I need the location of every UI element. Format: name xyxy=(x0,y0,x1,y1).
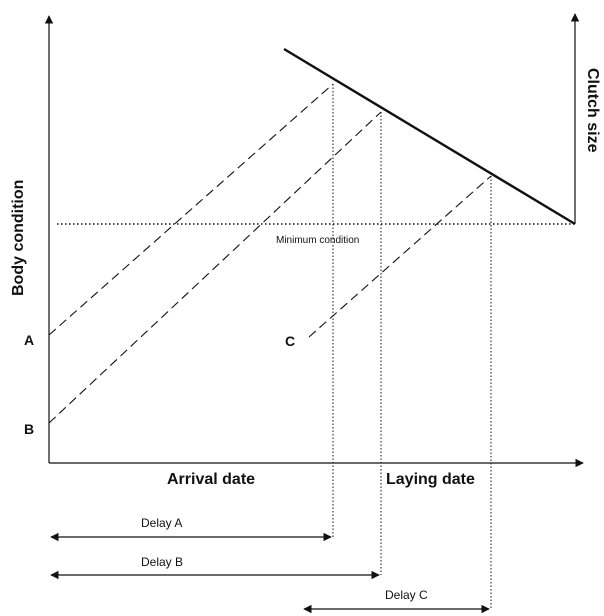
y-axis-label-body-condition: Body condition xyxy=(10,180,27,296)
minimum-condition-label: Minimum condition xyxy=(276,235,359,246)
delay-label-c: Delay C xyxy=(385,588,428,602)
delay-label-a: Delay A xyxy=(141,516,182,530)
delay-label-b: Delay B xyxy=(141,555,183,569)
point-label-a: A xyxy=(24,332,34,348)
clutch-size-line xyxy=(283,47,576,226)
point-label-c: C xyxy=(285,333,295,349)
x-axis-label-arrival: Arrival date xyxy=(167,471,255,488)
y-axis-label-clutch-size: Clutch size xyxy=(584,68,601,153)
x-axis-label-laying: Laying date xyxy=(386,471,475,488)
trajectory-b xyxy=(48,111,382,424)
point-label-b: B xyxy=(24,421,34,437)
trajectory-a xyxy=(48,83,334,336)
trajectory-c xyxy=(308,175,492,338)
